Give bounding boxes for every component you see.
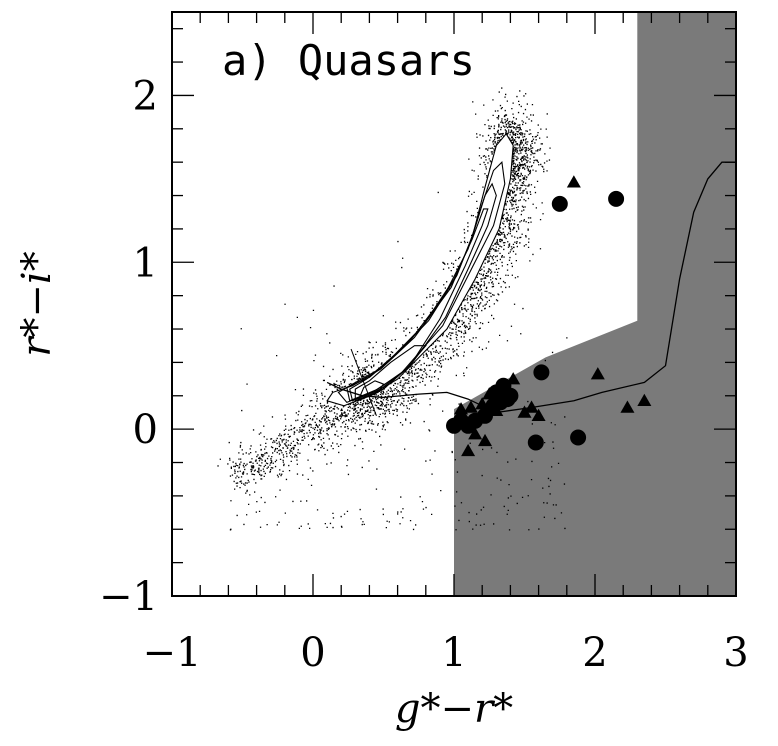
quasar-triangle-point xyxy=(590,367,605,380)
x-tick-label: 1 xyxy=(441,630,466,676)
quasar-triangle-point xyxy=(566,175,581,188)
stellar-locus-dots xyxy=(217,87,568,531)
quasar-color-track xyxy=(326,161,736,414)
x-tick-label: 2 xyxy=(582,630,607,676)
y-axis-label: r*−i* xyxy=(14,251,60,356)
locus-dot-field xyxy=(217,87,568,531)
quasar-triangle-point xyxy=(475,397,490,410)
quasar-triangle-point xyxy=(454,402,469,415)
quasar-triangle-point xyxy=(478,433,493,447)
quasar-triangle-point xyxy=(463,400,478,413)
quasar-circle-point xyxy=(446,417,462,434)
quasar-circle-point xyxy=(499,391,516,408)
quasar-triangle-point xyxy=(517,405,532,418)
y-tick-label: 2 xyxy=(133,73,158,119)
x-axis-label: g*−r* xyxy=(395,686,513,732)
locus-contour xyxy=(354,345,427,402)
panel-label: a) Quasars xyxy=(222,36,475,85)
x-tick-label: 3 xyxy=(723,630,748,676)
stellar-locus-contours xyxy=(326,132,514,407)
quasar-circle-point xyxy=(570,429,587,446)
y-tick-label: 0 xyxy=(133,407,158,453)
y-tick-label: −1 xyxy=(99,574,158,620)
y-tick-label: 1 xyxy=(133,240,158,286)
quasar-triangle-point xyxy=(461,443,476,457)
quasar-triangle-point xyxy=(468,427,483,440)
quasar-triangle-point xyxy=(482,387,497,400)
quasar-circle-point xyxy=(551,195,568,212)
axis-ticks xyxy=(171,12,737,597)
quasar-triangle-point xyxy=(496,378,511,392)
plot-area xyxy=(217,12,736,596)
quasar-triangle-point xyxy=(531,408,546,422)
quasar-triangle-point xyxy=(472,410,487,423)
locus-contour xyxy=(326,132,514,407)
locus-spike xyxy=(350,348,377,416)
data-markers xyxy=(446,175,652,457)
quasar-triangle-point xyxy=(506,372,521,385)
quasar-circle-point xyxy=(533,364,550,381)
quasar-triangle-point xyxy=(620,400,635,413)
locus-contour xyxy=(357,380,385,402)
locus-contour xyxy=(337,161,506,404)
axis-tick-labels: −1 0 1 2 3 −1 0 1 2 xyxy=(99,73,749,676)
x-tick-label: 0 xyxy=(300,630,325,676)
quasar-triangle-point xyxy=(489,403,504,417)
quasar-triangle-point xyxy=(524,400,539,413)
quasar-circle-point xyxy=(527,434,544,451)
quasar-triangle-point xyxy=(637,393,652,407)
quasar-circle-point xyxy=(608,190,625,207)
x-tick-label: −1 xyxy=(143,630,202,676)
selection-region xyxy=(454,12,736,596)
locus-contour xyxy=(349,208,489,402)
locus-contour xyxy=(346,182,497,402)
